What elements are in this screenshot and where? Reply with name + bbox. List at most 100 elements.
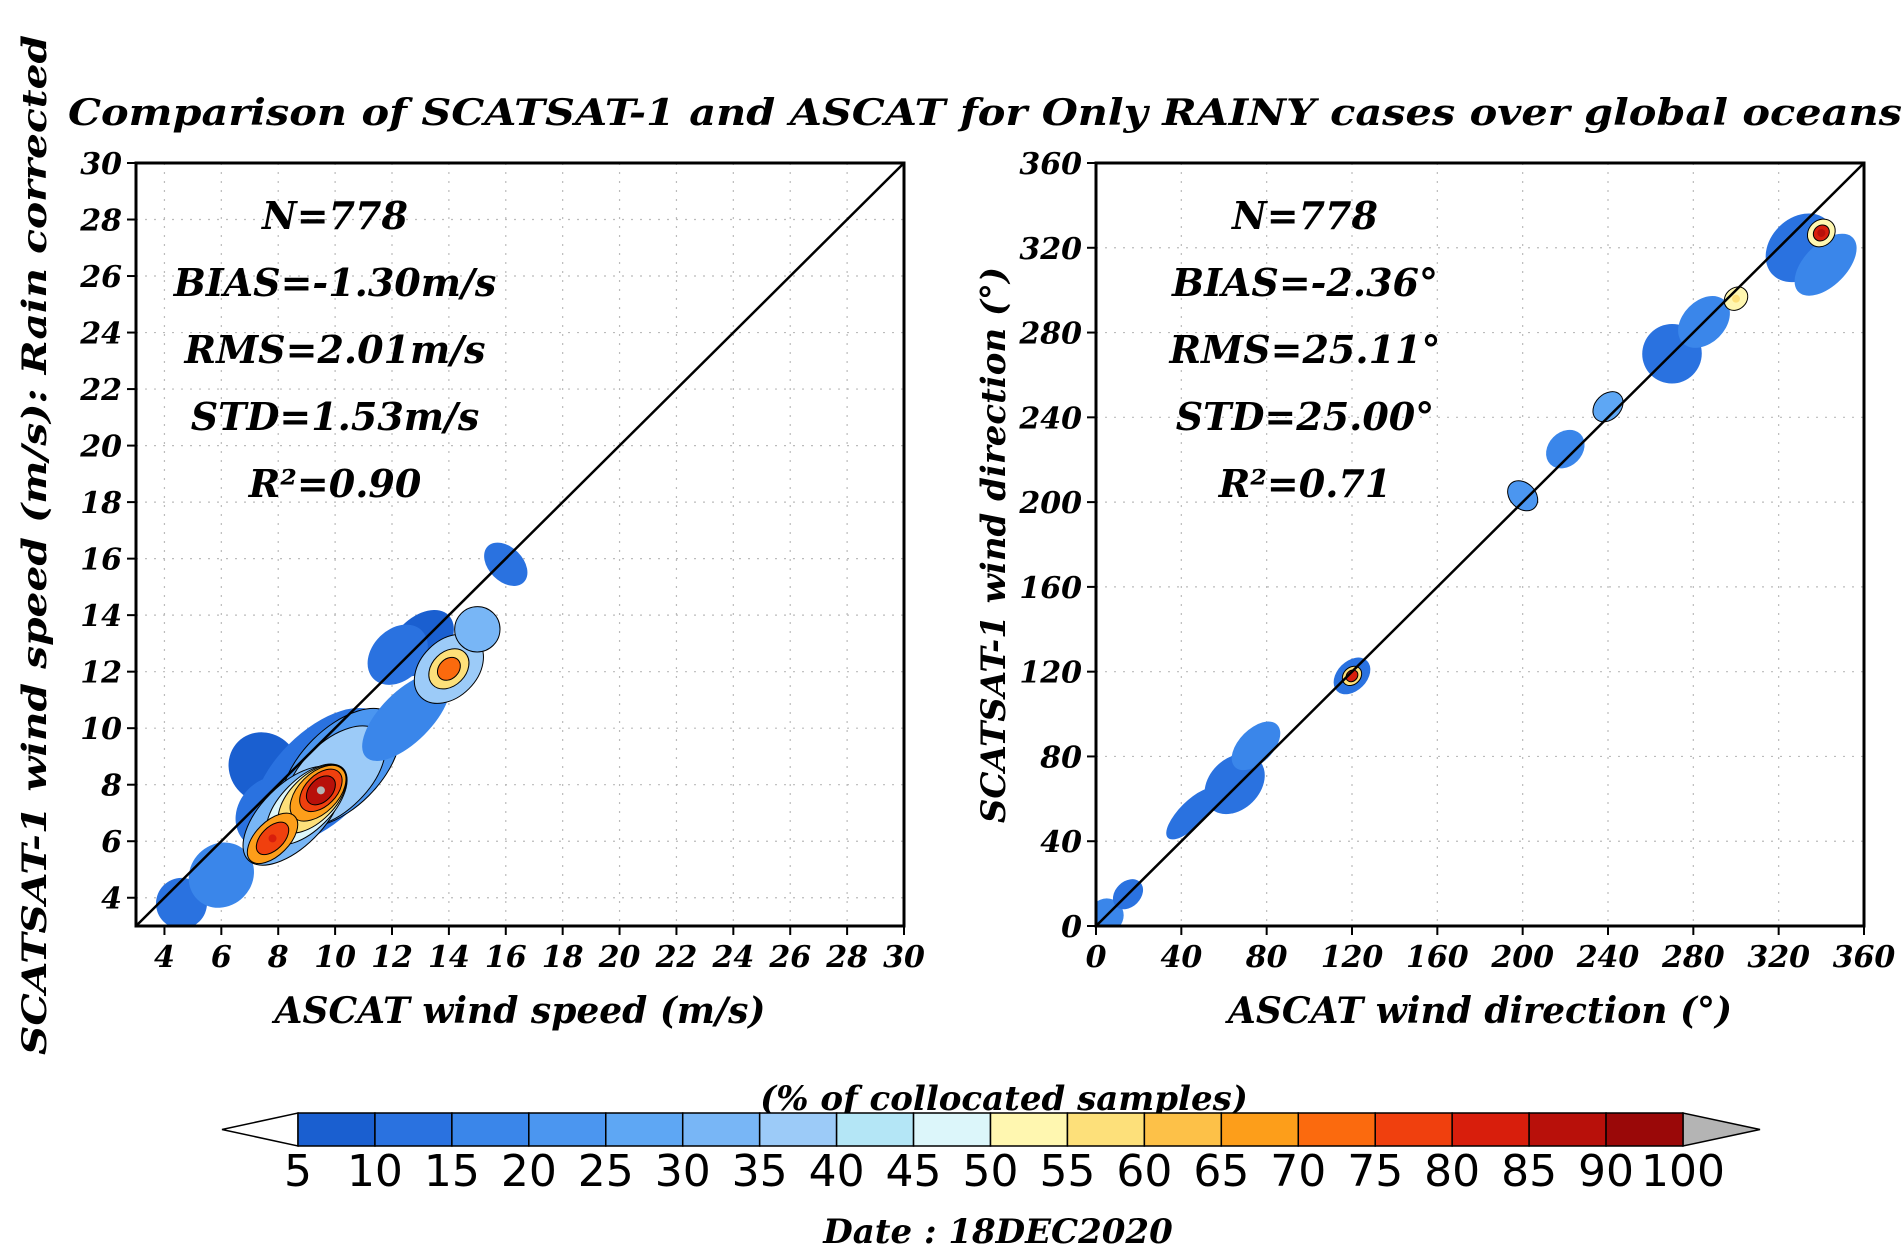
left-y-tick-label: 22	[79, 373, 122, 408]
left-density-region	[454, 606, 501, 653]
colorbar-swatch	[681, 1112, 761, 1147]
colorbar-swatch	[374, 1112, 453, 1147]
left-y-tick-label: 26	[79, 260, 122, 295]
colorbar-level-label: 80	[1424, 1146, 1480, 1197]
left-stat-1: BIAS=-1.30m/s	[173, 260, 496, 305]
right-density-region	[1231, 721, 1281, 771]
left-x-tick-label: 4	[154, 940, 175, 975]
right-y-tick-label: 120	[1019, 656, 1082, 691]
left-x-tick-label: 16	[485, 940, 527, 975]
colorbar-high-arrow	[1682, 1112, 1761, 1147]
right-x-tick-label: 240	[1576, 940, 1640, 975]
colorbar-level-label: 90	[1578, 1146, 1634, 1197]
right-y-tick-label: 40	[1040, 825, 1082, 860]
right-y-tick-label: 320	[1019, 232, 1082, 267]
right-panel: 0 40 80 120 160 200 240 280 320 360 0 40 80 120 160 200…	[974, 147, 1895, 1032]
right-x-tick-label: 80	[1245, 940, 1288, 975]
colorbar-swatch	[1605, 1112, 1684, 1147]
left-y-tick-label: 8	[100, 769, 122, 804]
right-stat-3: STD=25.00°	[1176, 394, 1435, 439]
left-y-tick-label: 16	[80, 543, 122, 578]
left-x-axis-label: ASCAT wind speed (m/s)	[272, 990, 766, 1032]
colorbar-level-label: 65	[1193, 1146, 1249, 1197]
left-x-tick-label: 18	[542, 940, 584, 975]
colorbar-swatch	[605, 1112, 684, 1147]
colorbar-level-label: 50	[963, 1146, 1019, 1197]
date-label: Date : 18DEC2020	[822, 1212, 1173, 1249]
colorbar-level-label: 70	[1270, 1146, 1326, 1197]
left-y-tick-label: 28	[79, 204, 122, 239]
left-x-tick-label: 8	[267, 940, 289, 975]
right-y-tick-label: 0	[1061, 910, 1082, 945]
colorbar-level-label: 45	[886, 1146, 942, 1197]
right-density-region	[1166, 787, 1218, 840]
left-density-region	[484, 542, 528, 586]
colorbar-level-label: 35	[732, 1146, 788, 1197]
right-density-region	[1546, 429, 1585, 469]
left-stat-4: R²=0.90	[248, 461, 422, 506]
left-x-tick-label: 10	[314, 940, 356, 975]
right-y-tick-label: 80	[1039, 740, 1082, 775]
left-x-tick-label: 6	[211, 940, 232, 975]
right-y-tick-label: 160	[1019, 571, 1082, 606]
figure-title: Comparison of SCATSAT-1 and ASCAT for On…	[68, 92, 1902, 134]
colorbar-low-arrow	[221, 1112, 299, 1147]
colorbar-level-label: 55	[1039, 1146, 1095, 1197]
right-grid	[1096, 163, 1864, 926]
right-stat-2: RMS=25.11°	[1169, 327, 1441, 372]
left-stat-3: STD=1.53m/s	[191, 394, 480, 439]
colorbar-level-label: 10	[347, 1146, 403, 1197]
left-y-tick-label: 10	[80, 712, 122, 747]
colorbar-swatch	[528, 1112, 607, 1147]
right-x-tick-label: 280	[1661, 940, 1725, 975]
left-y-tick-label: 30	[80, 147, 122, 182]
right-x-axis-label: ASCAT wind direction (°)	[1225, 990, 1732, 1032]
colorbar-swatch	[758, 1112, 838, 1147]
colorbar-swatch	[451, 1112, 530, 1147]
left-x-tick-label: 12	[371, 940, 413, 975]
left-panel: 4 6 8 10 12 14 16 18 20 22 24 26 28 30468101214161820…	[15, 35, 925, 1055]
left-y-tick-label: 4	[101, 882, 122, 917]
colorbar: (% of collocated samples) 5 10 15 20 25 30 35 4…	[221, 1079, 1761, 1249]
colorbar-level-label: 15	[424, 1146, 480, 1197]
left-density-peak	[444, 664, 453, 673]
colorbar-level-label: 20	[501, 1146, 557, 1197]
left-density-peak	[316, 786, 325, 795]
left-y-tick-label: 20	[79, 430, 122, 465]
colorbar-level-label: 60	[1116, 1146, 1172, 1197]
right-x-tick-label: 120	[1321, 940, 1384, 975]
right-x-tick-label: 160	[1406, 940, 1469, 975]
left-stat-0: N=778	[261, 193, 408, 238]
right-y-axis-label: SCATSAT-1 wind direction (°)	[974, 267, 1014, 823]
right-density-peak	[1817, 228, 1826, 237]
right-stats: N=778 BIAS=-2.36° RMS=25.11° STD=25.00° R²=0…	[1169, 193, 1441, 506]
colorbar-level-label: 25	[578, 1146, 634, 1197]
right-y-tick-label: 200	[1018, 486, 1082, 521]
left-y-tick-label: 18	[80, 486, 122, 521]
right-x-tick-label: 320	[1747, 940, 1810, 975]
colorbar-level-label: 30	[655, 1146, 711, 1197]
right-one-to-one-line	[1095, 162, 1865, 927]
right-x-tick-label: 360	[1833, 940, 1896, 975]
colorbar-swatch	[989, 1112, 1069, 1147]
left-density-region	[367, 624, 428, 685]
right-ticks: 0 40 80 120 160 200 240 280 320 360 0 40 80 120 160 200…	[1018, 147, 1895, 975]
right-density-field	[1096, 213, 1857, 926]
colorbar-swatch	[1374, 1112, 1453, 1147]
colorbar-level-label: 85	[1501, 1146, 1557, 1197]
colorbar-swatch	[1066, 1112, 1146, 1147]
left-y-axis-label: SCATSAT-1 wind speed (m/s): Rain correct…	[15, 35, 55, 1055]
right-plot-frame	[1094, 161, 1866, 928]
left-x-tick-label: 22	[655, 940, 698, 975]
right-stat-4: R²=0.71	[1218, 461, 1392, 506]
right-density-peak	[1732, 294, 1740, 303]
right-y-tick-label: 360	[1019, 147, 1082, 182]
right-x-tick-label: 40	[1160, 940, 1202, 975]
left-y-tick-label: 6	[101, 825, 122, 860]
left-density-field	[155, 542, 528, 926]
left-x-tick-label: 26	[768, 940, 811, 975]
right-x-tick-label: 200	[1490, 940, 1554, 975]
left-y-tick-label: 14	[80, 599, 122, 634]
left-density-peak	[268, 834, 277, 843]
